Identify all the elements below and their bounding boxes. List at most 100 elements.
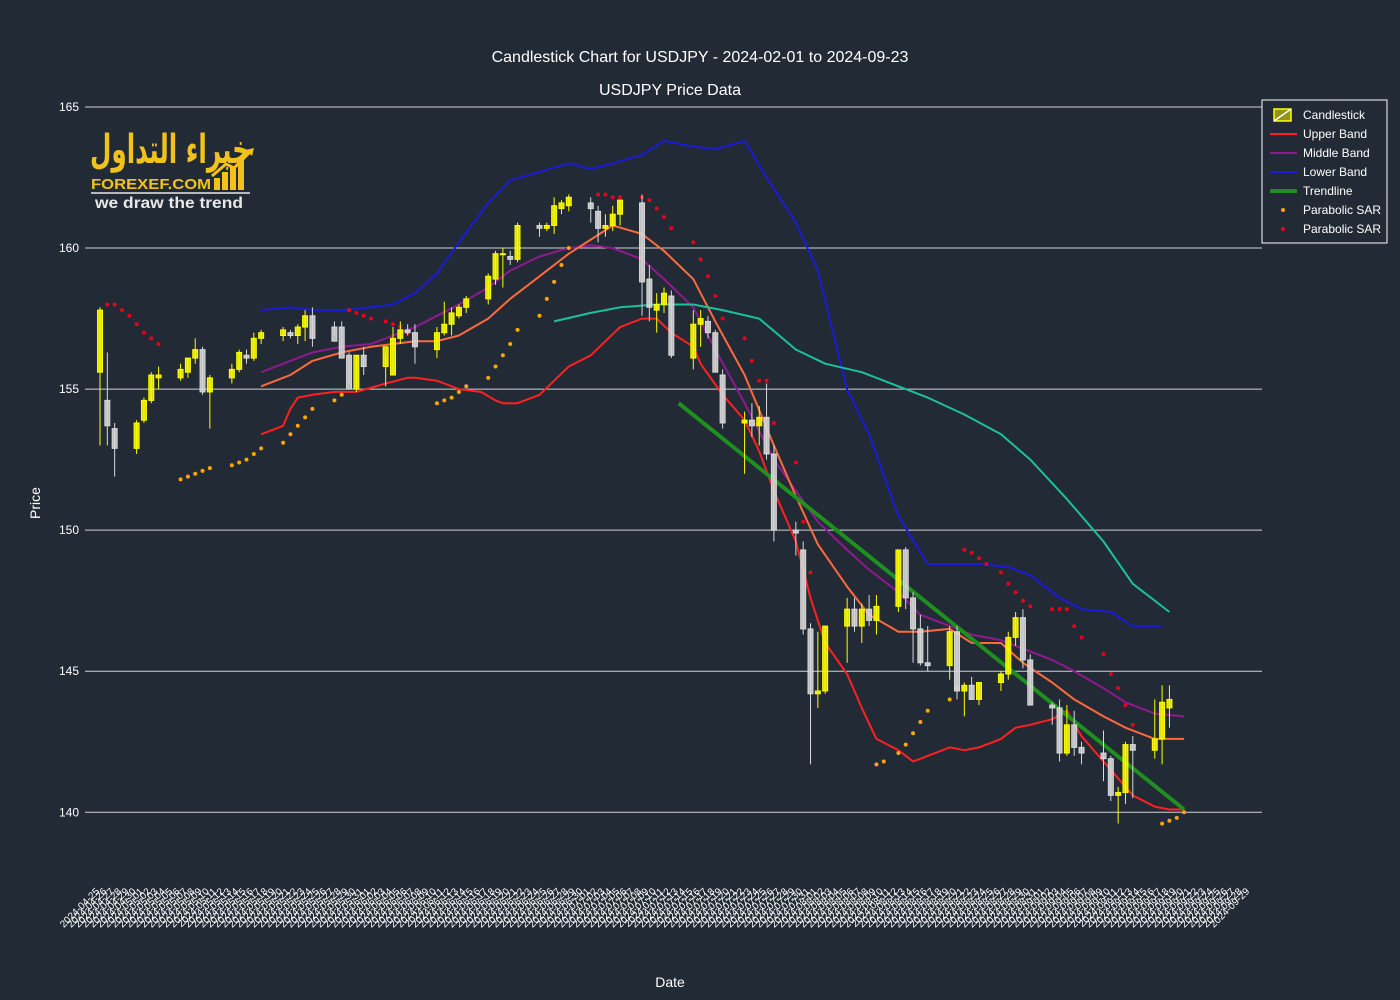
- candle-body: [258, 332, 265, 339]
- candle: [917, 614, 924, 666]
- candle-body: [954, 631, 961, 692]
- candle: [997, 671, 1004, 691]
- candle: [302, 310, 309, 342]
- candle: [353, 354, 360, 392]
- y-tick-label: 150: [59, 523, 79, 537]
- sar-point: [793, 460, 798, 465]
- watermark-brand: FOREXEF.COM: [91, 176, 211, 193]
- candle: [1151, 699, 1158, 759]
- candle-body: [1151, 738, 1158, 751]
- sar-point: [361, 313, 366, 318]
- candle: [1100, 730, 1107, 782]
- candle-body: [844, 608, 851, 627]
- candle-body: [748, 419, 755, 427]
- sar-point: [1006, 581, 1011, 586]
- candle: [389, 327, 396, 376]
- sar-point: [288, 432, 293, 437]
- candle-body: [617, 199, 624, 215]
- legend-label: Parabolic SAR: [1303, 222, 1381, 236]
- y-axis-label: Price: [27, 487, 43, 519]
- candle: [250, 332, 257, 361]
- candle: [514, 222, 521, 263]
- sar-point: [647, 198, 652, 203]
- candle-body: [302, 315, 309, 328]
- candle-body: [712, 332, 719, 373]
- candle-body: [814, 690, 821, 695]
- candle-body: [463, 298, 470, 308]
- candle-body: [1078, 746, 1085, 754]
- candle: [807, 623, 814, 765]
- candle: [763, 383, 770, 460]
- candle: [1027, 654, 1034, 706]
- candle: [961, 682, 968, 717]
- candle: [595, 205, 602, 243]
- sar-point: [456, 389, 461, 394]
- candle: [866, 595, 873, 627]
- sar-point: [757, 378, 762, 383]
- candle: [1159, 685, 1166, 765]
- sar-point: [1028, 604, 1033, 609]
- candle: [690, 310, 697, 370]
- candle: [800, 541, 807, 635]
- candle: [697, 310, 704, 347]
- candle: [543, 222, 550, 232]
- legend-item[interactable]: Trendline: [1270, 184, 1353, 198]
- sar-point: [1123, 703, 1128, 708]
- candle-body: [199, 349, 206, 393]
- sar-point: [896, 751, 901, 756]
- watermark-logo: خبراء التداول FOREXEF.COM we draw the tr…: [90, 127, 254, 212]
- candle: [719, 369, 726, 429]
- candle: [192, 338, 199, 364]
- candle: [653, 293, 660, 333]
- candle-body: [910, 597, 917, 630]
- sar-point: [603, 192, 608, 197]
- candle: [968, 676, 975, 700]
- candle-body: [800, 549, 807, 630]
- legend-item[interactable]: Upper Band: [1270, 127, 1367, 141]
- candle: [133, 420, 140, 455]
- sar-point: [1174, 815, 1179, 820]
- chart-title: Candlestick Chart for USDJPY - 2024-02-0…: [492, 49, 909, 66]
- sar-point: [259, 446, 264, 451]
- sar-point: [918, 720, 923, 725]
- sar-point: [354, 310, 359, 315]
- legend[interactable]: Candlestick Upper Band Middle Band Lower Ba…: [1261, 99, 1388, 244]
- legend-label: Trendline: [1303, 184, 1353, 198]
- candle-body: [946, 631, 953, 667]
- candle: [404, 324, 411, 336]
- watermark-tagline: we draw the trend: [94, 195, 243, 212]
- legend-item[interactable]: Middle Band: [1270, 146, 1370, 160]
- candle-body: [331, 326, 338, 342]
- candle-swatch-line: [1273, 108, 1292, 122]
- candle: [463, 296, 470, 313]
- legend-label: Parabolic SAR: [1303, 203, 1381, 217]
- candle-body: [639, 202, 646, 283]
- sar-point: [566, 246, 571, 251]
- sar-point: [127, 313, 132, 318]
- sar-point: [1050, 607, 1055, 612]
- candle: [895, 549, 902, 612]
- candle-body: [646, 278, 653, 308]
- candle-body: [177, 368, 184, 379]
- candle-body: [602, 224, 609, 229]
- sar-point: [610, 195, 615, 200]
- sar-point: [749, 358, 754, 363]
- candle-body: [184, 357, 191, 373]
- candle: [661, 287, 668, 313]
- legend-item[interactable]: Candlestick: [1273, 108, 1366, 122]
- candle: [499, 248, 506, 288]
- candle: [184, 357, 191, 378]
- candle-body: [441, 323, 448, 334]
- candle: [536, 222, 543, 237]
- candle-body: [287, 332, 294, 337]
- candle: [199, 346, 206, 395]
- sar-point: [947, 697, 952, 702]
- legend-label: Upper Band: [1303, 127, 1367, 141]
- candle-body: [558, 202, 565, 210]
- legend-item[interactable]: Lower Band: [1270, 165, 1367, 179]
- legend-item[interactable]: Parabolic SAR: [1281, 203, 1381, 217]
- candle-body: [294, 326, 301, 337]
- legend-item[interactable]: Parabolic SAR: [1281, 222, 1381, 236]
- candle-body: [1012, 617, 1019, 638]
- candle-body: [133, 422, 140, 449]
